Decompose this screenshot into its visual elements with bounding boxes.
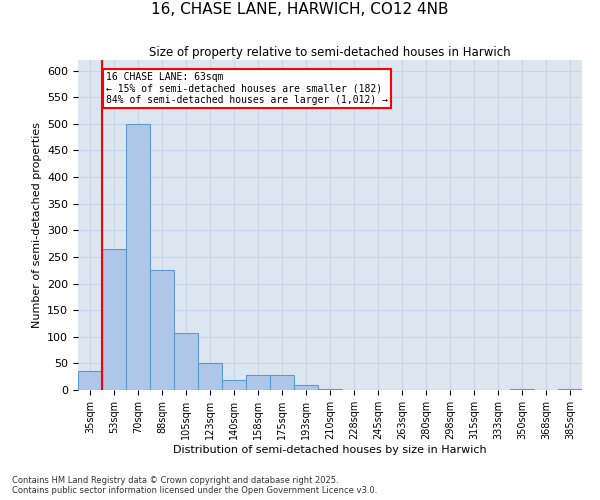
- Text: 16 CHASE LANE: 63sqm
← 15% of semi-detached houses are smaller (182)
84% of semi: 16 CHASE LANE: 63sqm ← 15% of semi-detac…: [106, 72, 388, 105]
- Bar: [174, 333, 198, 390]
- Bar: [150, 270, 174, 390]
- Title: Size of property relative to semi-detached houses in Harwich: Size of property relative to semi-detach…: [149, 46, 511, 59]
- Text: 16, CHASE LANE, HARWICH, CO12 4NB: 16, CHASE LANE, HARWICH, CO12 4NB: [151, 2, 449, 18]
- Bar: [102, 249, 126, 390]
- Bar: [78, 372, 102, 390]
- Bar: [246, 375, 270, 390]
- X-axis label: Distribution of semi-detached houses by size in Harwich: Distribution of semi-detached houses by …: [173, 444, 487, 454]
- Text: Contains HM Land Registry data © Crown copyright and database right 2025.
Contai: Contains HM Land Registry data © Crown c…: [12, 476, 377, 495]
- Bar: [270, 375, 294, 390]
- Bar: [126, 124, 150, 390]
- Bar: [198, 364, 222, 390]
- Bar: [222, 380, 246, 390]
- Bar: [294, 384, 318, 390]
- Y-axis label: Number of semi-detached properties: Number of semi-detached properties: [32, 122, 41, 328]
